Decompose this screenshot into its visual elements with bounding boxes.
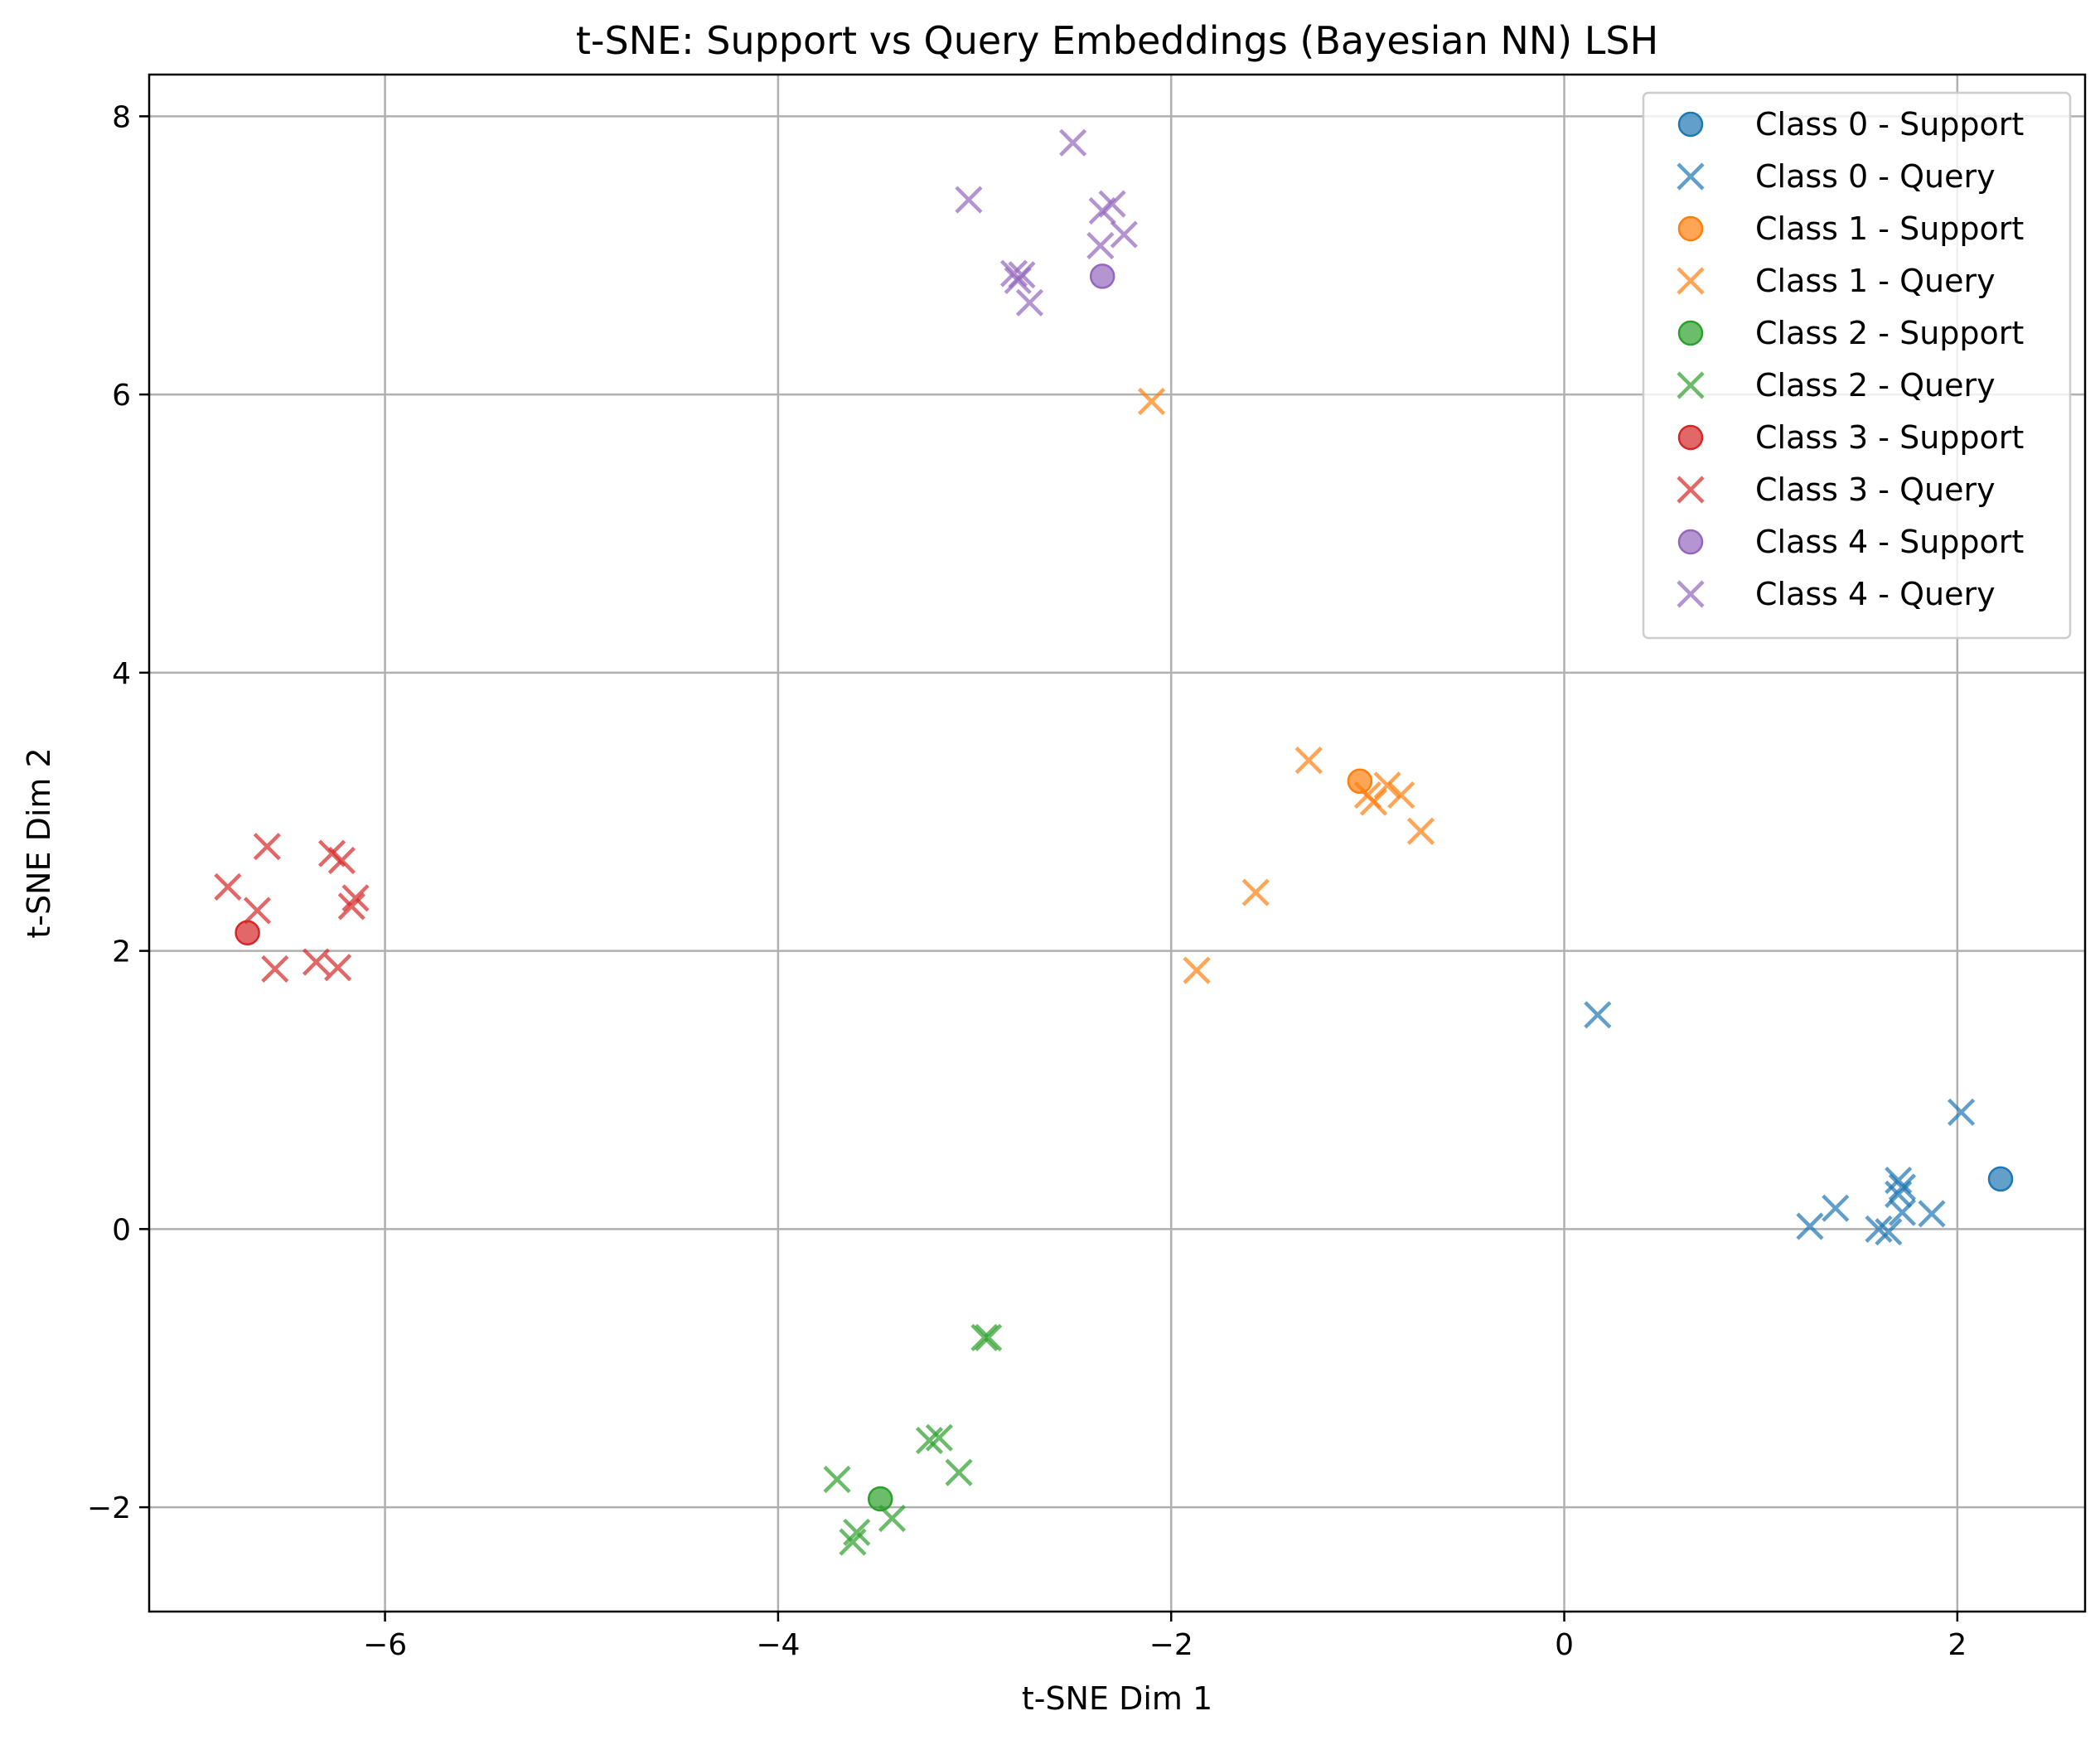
query-point	[341, 884, 370, 912]
query-point	[327, 846, 356, 875]
query-point	[1885, 1167, 1913, 1195]
query-point	[324, 954, 352, 982]
x-tick-label: 0	[1555, 1628, 1574, 1662]
query-point	[1183, 956, 1211, 984]
query-point	[839, 1528, 867, 1556]
legend-label: Class 4 - Query	[1755, 576, 1996, 612]
legend-marker	[1677, 320, 1704, 346]
query-point	[1406, 817, 1435, 845]
support-point	[1987, 1166, 2014, 1192]
y-axis-label: t-SNE Dim 2	[21, 747, 57, 938]
chart-title: t-SNE: Support vs Query Embeddings (Baye…	[576, 18, 1658, 63]
query-point	[1110, 220, 1138, 249]
legend-marker	[1677, 424, 1704, 451]
query-point	[945, 1458, 973, 1486]
query-point	[955, 186, 983, 214]
legend-marker	[1677, 267, 1705, 295]
query-point	[1015, 288, 1044, 317]
legend-marker	[1677, 215, 1704, 242]
legend-label: Class 1 - Query	[1755, 263, 1996, 299]
series-1	[1584, 1001, 1976, 1246]
support-point	[1089, 263, 1115, 289]
x-tick-label: 2	[1948, 1628, 1967, 1662]
legend-label: Class 3 - Support	[1755, 419, 2024, 456]
x-tick-label: −6	[363, 1628, 407, 1662]
query-point	[1796, 1212, 1824, 1240]
query-point	[1241, 878, 1270, 906]
support-point	[1347, 768, 1373, 795]
legend-marker	[1677, 476, 1705, 504]
y-tick-label: −2	[87, 1491, 131, 1525]
support-point	[867, 1486, 893, 1512]
legend-label: Class 4 - Support	[1755, 524, 2024, 560]
y-tick-label: 0	[112, 1213, 131, 1247]
legend-label: Class 0 - Support	[1755, 106, 2024, 143]
query-point	[1918, 1200, 1946, 1228]
series-0	[1987, 1166, 2014, 1192]
query-point	[975, 1323, 1003, 1351]
query-point	[999, 259, 1028, 288]
query-point	[243, 897, 272, 925]
support-point	[235, 920, 260, 946]
plot-frame	[148, 73, 2087, 1613]
series-4	[867, 1486, 893, 1512]
query-point	[1387, 781, 1415, 810]
query-point	[843, 1518, 871, 1546]
legend-marker	[1677, 111, 1704, 138]
legend-marker	[1677, 529, 1704, 555]
query-point	[1359, 788, 1388, 816]
query-point	[1822, 1194, 1850, 1222]
legend-box	[1642, 91, 2072, 640]
series-5	[823, 1323, 1003, 1556]
query-point	[1059, 128, 1087, 157]
series-7	[214, 833, 370, 984]
query-point	[925, 1423, 953, 1452]
query-point	[1294, 747, 1323, 775]
legend-label: Class 3 - Query	[1755, 471, 1996, 508]
query-point	[1373, 771, 1401, 800]
y-tick-label: 4	[112, 657, 131, 691]
query-point	[1947, 1098, 1976, 1126]
query-point	[1865, 1215, 1893, 1243]
legend-label: Class 1 - Support	[1755, 210, 2024, 247]
query-point	[1888, 1173, 1917, 1201]
series-6	[235, 920, 260, 946]
query-point	[1004, 266, 1032, 295]
y-tick-label: 6	[112, 379, 131, 413]
legend-label: Class 0 - Query	[1755, 158, 1996, 195]
x-axis-label: t-SNE Dim 1	[1022, 1680, 1212, 1717]
query-point	[253, 833, 281, 861]
query-point	[915, 1426, 944, 1455]
query-point	[261, 955, 289, 984]
legend-label: Class 2 - Support	[1755, 315, 2024, 351]
x-tick-label: −4	[756, 1628, 800, 1662]
series-3	[1137, 387, 1435, 984]
query-point	[1875, 1218, 1903, 1246]
query-point	[337, 892, 365, 921]
legend-label: Class 2 - Query	[1755, 367, 1996, 404]
legend: Class 0 - Support Class 0 - Query Class 1 …	[1642, 91, 2072, 640]
query-point	[823, 1465, 851, 1494]
legend-marker	[1677, 162, 1705, 191]
x-tick-label: −2	[1149, 1628, 1193, 1662]
query-point	[1086, 231, 1115, 260]
y-tick-label: 2	[112, 935, 131, 969]
query-point	[970, 1323, 999, 1351]
series-9	[955, 128, 1138, 317]
data-points	[214, 128, 2014, 1556]
legend-marker	[1677, 580, 1705, 608]
query-point	[302, 948, 331, 976]
query-point	[1888, 1198, 1917, 1226]
query-point	[1584, 1001, 1612, 1029]
query-point	[214, 872, 242, 901]
series-2	[1347, 768, 1373, 795]
axis-ticks: −6 −4 −2 0 2 −2 0 2 4 6 8	[87, 100, 1967, 1662]
query-point	[878, 1504, 907, 1533]
query-point	[1137, 387, 1166, 416]
query-point	[1088, 196, 1116, 225]
series-8	[1089, 263, 1115, 289]
y-tick-label: 8	[112, 100, 131, 134]
legend-marker	[1677, 371, 1705, 399]
